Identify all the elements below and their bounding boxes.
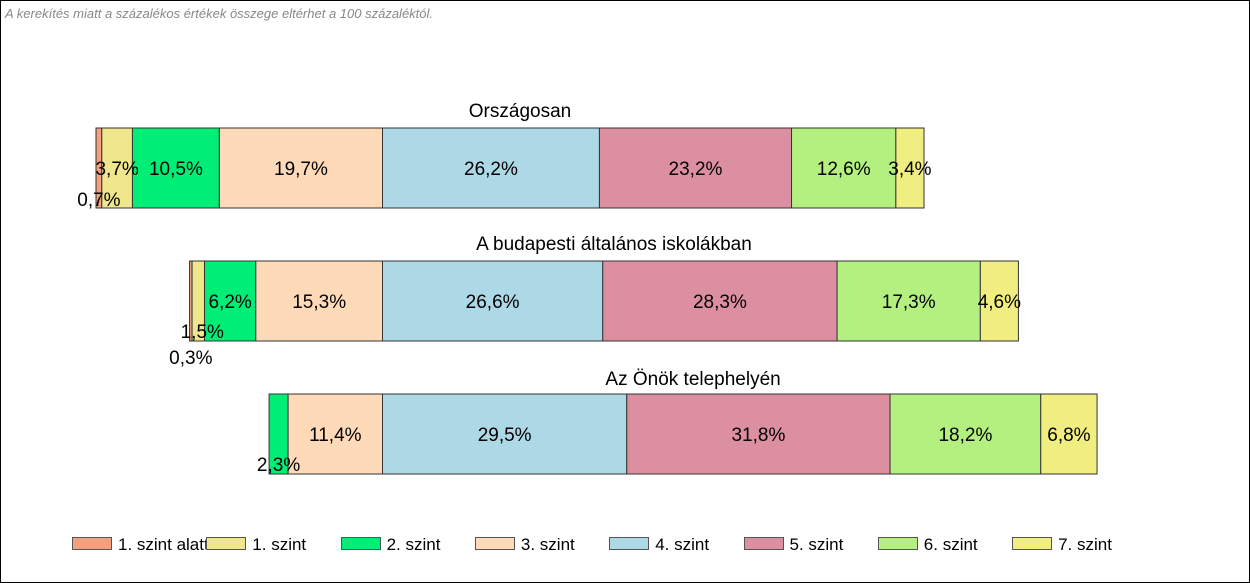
data-label: 18,2% bbox=[938, 425, 992, 446]
data-label: 17,3% bbox=[882, 292, 936, 313]
group-title: Országosan bbox=[469, 101, 571, 122]
data-label: 3,7% bbox=[95, 159, 138, 180]
bar-segment bbox=[218, 127, 383, 209]
data-label: 28,3% bbox=[693, 292, 747, 313]
data-label: 11,4% bbox=[309, 425, 362, 446]
data-label: 0,3% bbox=[169, 348, 212, 369]
legend-label: 6. szint bbox=[923, 535, 978, 554]
data-label: 1,5% bbox=[181, 322, 224, 343]
bar-segment bbox=[895, 127, 925, 209]
rounding-note: A kerekítés miatt a százalékos értékek ö… bbox=[5, 6, 434, 21]
bar-segment bbox=[287, 393, 383, 475]
data-label: 0,7% bbox=[77, 190, 120, 211]
bar-segment bbox=[836, 260, 981, 342]
data-label: 26,6% bbox=[466, 292, 520, 313]
group-title: A budapesti általános iskolákban bbox=[476, 234, 752, 255]
bar-segment bbox=[382, 127, 600, 209]
data-label: 2,3% bbox=[257, 455, 300, 476]
legend-swatch bbox=[72, 537, 112, 550]
legend-label: 4. szint bbox=[655, 535, 710, 554]
data-label: 6,8% bbox=[1047, 425, 1090, 446]
bar-segment bbox=[598, 127, 793, 209]
bar-segment bbox=[791, 127, 897, 209]
data-label: 3,4% bbox=[888, 159, 931, 180]
bar-segment bbox=[1040, 393, 1098, 475]
data-label: 6,2% bbox=[208, 292, 251, 313]
bar-segment bbox=[131, 127, 220, 209]
legend-label: 1. szint bbox=[252, 535, 307, 554]
legend-label: 2. szint bbox=[386, 535, 441, 554]
data-label: 10,5% bbox=[149, 159, 203, 180]
bar-segment bbox=[602, 260, 838, 342]
data-label: 31,8% bbox=[731, 425, 785, 446]
legend-swatch bbox=[743, 537, 784, 550]
legend-label: 7. szint bbox=[1058, 535, 1112, 554]
bar-segment bbox=[889, 393, 1042, 475]
data-label: 15,3% bbox=[292, 292, 346, 313]
legend-label: 1. szint alatti bbox=[118, 535, 213, 554]
legend-swatch bbox=[474, 537, 515, 550]
data-label: 23,2% bbox=[669, 159, 723, 180]
bar-segment bbox=[203, 260, 257, 342]
data-label: 26,2% bbox=[464, 159, 518, 180]
bar-segment bbox=[979, 260, 1019, 342]
data-label: 29,5% bbox=[478, 425, 532, 446]
bar-segment bbox=[382, 393, 628, 475]
bar-segment bbox=[626, 393, 891, 475]
legend-swatch bbox=[877, 537, 918, 550]
bar-segment bbox=[382, 260, 604, 342]
data-label: 4,6% bbox=[978, 292, 1021, 313]
legend-swatch bbox=[1012, 537, 1053, 550]
legend-label: 5. szint bbox=[789, 535, 844, 554]
group-title: Az Önök telephelyén bbox=[605, 369, 780, 390]
legend-swatch bbox=[340, 537, 381, 550]
data-label: 12,6% bbox=[817, 159, 871, 180]
legend-swatch bbox=[609, 537, 650, 550]
legend-swatch bbox=[206, 537, 247, 550]
legend-label: 3. szint bbox=[520, 535, 575, 554]
data-label: 19,7% bbox=[274, 159, 328, 180]
